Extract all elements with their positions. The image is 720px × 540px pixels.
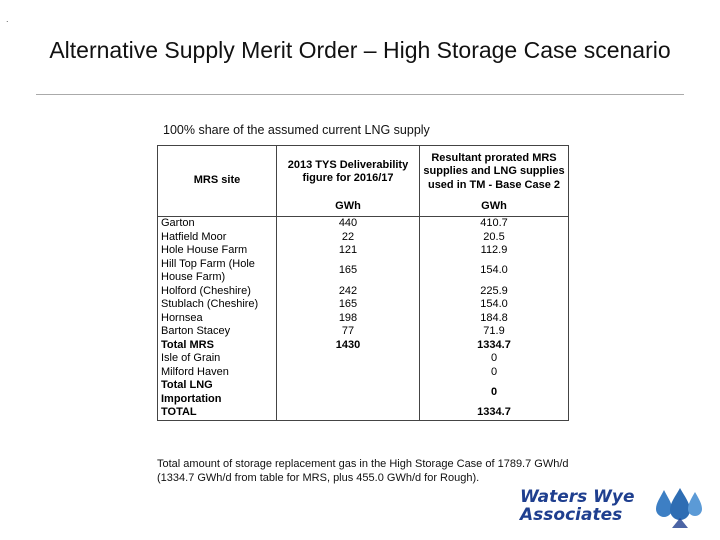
site-cell: Hole House Farm — [157, 244, 277, 258]
corner-mark: . — [6, 14, 9, 24]
header-prorated: Resultant prorated MRS supplies and LNG … — [419, 145, 569, 198]
site-cell: Barton Stacey — [157, 325, 277, 339]
prorated-cell: 71.9 — [419, 325, 569, 339]
deliverability-cell: 165 — [276, 257, 420, 285]
prorated-cell: 225.9 — [419, 284, 569, 298]
deliverability-cell — [276, 406, 420, 421]
deliverability-cell — [276, 379, 420, 406]
site-cell: Total LNG Importation — [157, 379, 277, 406]
table-row: Holford (Cheshire) 242 225.9 — [157, 284, 569, 298]
table-row: Hatfield Moor 22 20.5 — [157, 230, 569, 244]
table-row: Hill Top Farm (Hole House Farm) 165 154.… — [157, 257, 569, 285]
table-row: Hole House Farm 121 112.9 — [157, 244, 569, 258]
site-cell: TOTAL — [157, 406, 277, 421]
unit-deliverability: GWh — [276, 198, 420, 217]
prorated-cell: 0 — [419, 379, 569, 406]
prorated-cell: 1334.7 — [419, 338, 569, 352]
deliverability-cell: 242 — [276, 284, 420, 298]
deliverability-cell: 1430 — [276, 338, 420, 352]
table-row: TOTAL 1334.7 — [157, 406, 569, 421]
table-header-row: MRS site 2013 TYS Deliverability figure … — [157, 145, 569, 217]
site-cell: Hatfield Moor — [157, 230, 277, 244]
prorated-cell: 154.0 — [419, 298, 569, 312]
title-divider — [36, 94, 684, 95]
site-cell: Hill Top Farm (Hole House Farm) — [157, 257, 277, 285]
prorated-cell: 184.8 — [419, 311, 569, 325]
water-drops-icon — [656, 488, 702, 528]
prorated-cell: 112.9 — [419, 244, 569, 258]
header-mrs-site: MRS site — [157, 145, 277, 217]
prorated-cell: 410.7 — [419, 216, 569, 231]
deliverability-cell: 77 — [276, 325, 420, 339]
prorated-cell: 20.5 — [419, 230, 569, 244]
table-row: Total LNG Importation 0 — [157, 379, 569, 406]
table-row: Milford Haven 0 — [157, 365, 569, 379]
site-cell: Garton — [157, 216, 277, 231]
logo-line-1: Waters Wye — [520, 487, 635, 507]
footnote: Total amount of storage replacement gas … — [157, 458, 569, 484]
deliverability-cell: 121 — [276, 244, 420, 258]
logo-line-2: Associates — [520, 505, 623, 525]
header-deliverability: 2013 TYS Deliverability figure for 2016/… — [276, 145, 420, 198]
prorated-cell: 0 — [419, 352, 569, 366]
table-unit-row: GWh GWh — [158, 198, 569, 217]
table-row: Total MRS 1430 1334.7 — [157, 338, 569, 352]
table-row: Isle of Grain 0 — [157, 352, 569, 366]
prorated-cell: 154.0 — [419, 257, 569, 285]
deliverability-cell: 198 — [276, 311, 420, 325]
prorated-cell: 0 — [419, 365, 569, 379]
prorated-cell: 1334.7 — [419, 406, 569, 421]
deliverability-cell: 440 — [276, 216, 420, 231]
table-row: Garton 440 410.7 — [157, 216, 569, 231]
site-cell: Isle of Grain — [157, 352, 277, 366]
site-cell: Total MRS — [157, 338, 277, 352]
slide-title: Alternative Supply Merit Order – High St… — [49, 37, 671, 63]
deliverability-cell: 165 — [276, 298, 420, 312]
company-logo: Waters Wye Associates — [520, 488, 715, 533]
site-cell: Holford (Cheshire) — [157, 284, 277, 298]
deliverability-cell: 22 — [276, 230, 420, 244]
site-cell: Hornsea — [157, 311, 277, 325]
table-row: Barton Stacey 77 71.9 — [157, 325, 569, 339]
unit-prorated: GWh — [419, 198, 569, 217]
table-row: Stublach (Cheshire) 165 154.0 — [157, 298, 569, 312]
deliverability-cell — [276, 365, 420, 379]
merit-order-table: MRS site 2013 TYS Deliverability figure … — [157, 145, 569, 421]
table-row: Hornsea 198 184.8 — [157, 311, 569, 325]
site-cell: Milford Haven — [157, 365, 277, 379]
deliverability-cell — [276, 352, 420, 366]
logo-wordmark: Waters Wye Associates — [520, 488, 635, 524]
site-cell: Stublach (Cheshire) — [157, 298, 277, 312]
slide-subtitle: 100% share of the assumed current LNG su… — [163, 123, 430, 137]
